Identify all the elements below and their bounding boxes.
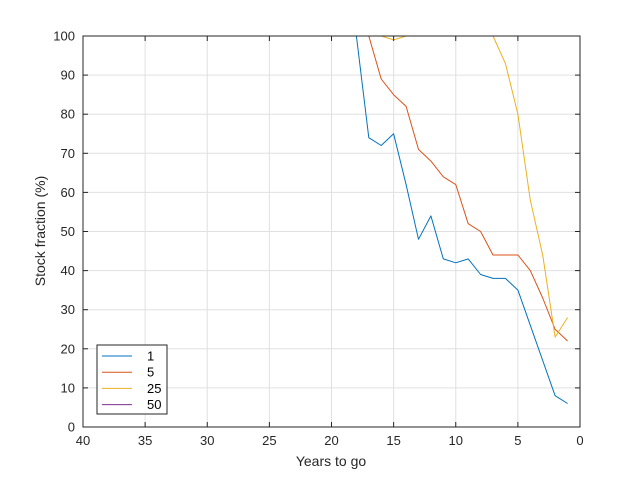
- y-tick-labels: 0 10 20 30 40 50 60 70 80 90 100: [53, 29, 75, 435]
- y-axis-label: Stock fraction (%): [32, 176, 48, 286]
- x-tick-label: 40: [76, 433, 90, 448]
- legend-label-50: 50: [147, 397, 161, 412]
- y-tick-label: 10: [61, 380, 75, 395]
- x-tick-label: 35: [138, 433, 152, 448]
- x-tick-label: 5: [514, 433, 521, 448]
- y-tick-label: 30: [61, 302, 75, 317]
- y-tick-label: 90: [61, 68, 75, 83]
- series-line-25: [83, 35, 569, 338]
- x-tick-label: 15: [386, 433, 400, 448]
- x-tick-labels: 40 35 30 25 20 15 10 5 0: [76, 433, 584, 448]
- y-tick-label: 60: [61, 185, 75, 200]
- x-tick-label: 30: [200, 433, 214, 448]
- series-line-5: [83, 35, 568, 342]
- y-tick-label: 80: [61, 107, 75, 122]
- axis-ticks: [82, 35, 581, 428]
- legend-label-25: 25: [147, 381, 161, 396]
- y-tick-label: 40: [61, 263, 75, 278]
- y-tick-label: 50: [61, 224, 75, 239]
- y-tick-label: 20: [61, 341, 75, 356]
- x-tick-label: 10: [449, 433, 463, 448]
- y-tick-label: 100: [53, 29, 75, 44]
- y-tick-label: 0: [68, 420, 75, 435]
- x-axis-label: Years to go: [296, 453, 367, 469]
- y-tick-label: 70: [61, 146, 75, 161]
- grid-lines: [83, 36, 580, 427]
- x-tick-label: 0: [576, 433, 583, 448]
- x-tick-label: 20: [324, 433, 338, 448]
- legend-label-1: 1: [147, 349, 154, 364]
- x-tick-label: 25: [262, 433, 276, 448]
- legend-label-5: 5: [147, 365, 154, 380]
